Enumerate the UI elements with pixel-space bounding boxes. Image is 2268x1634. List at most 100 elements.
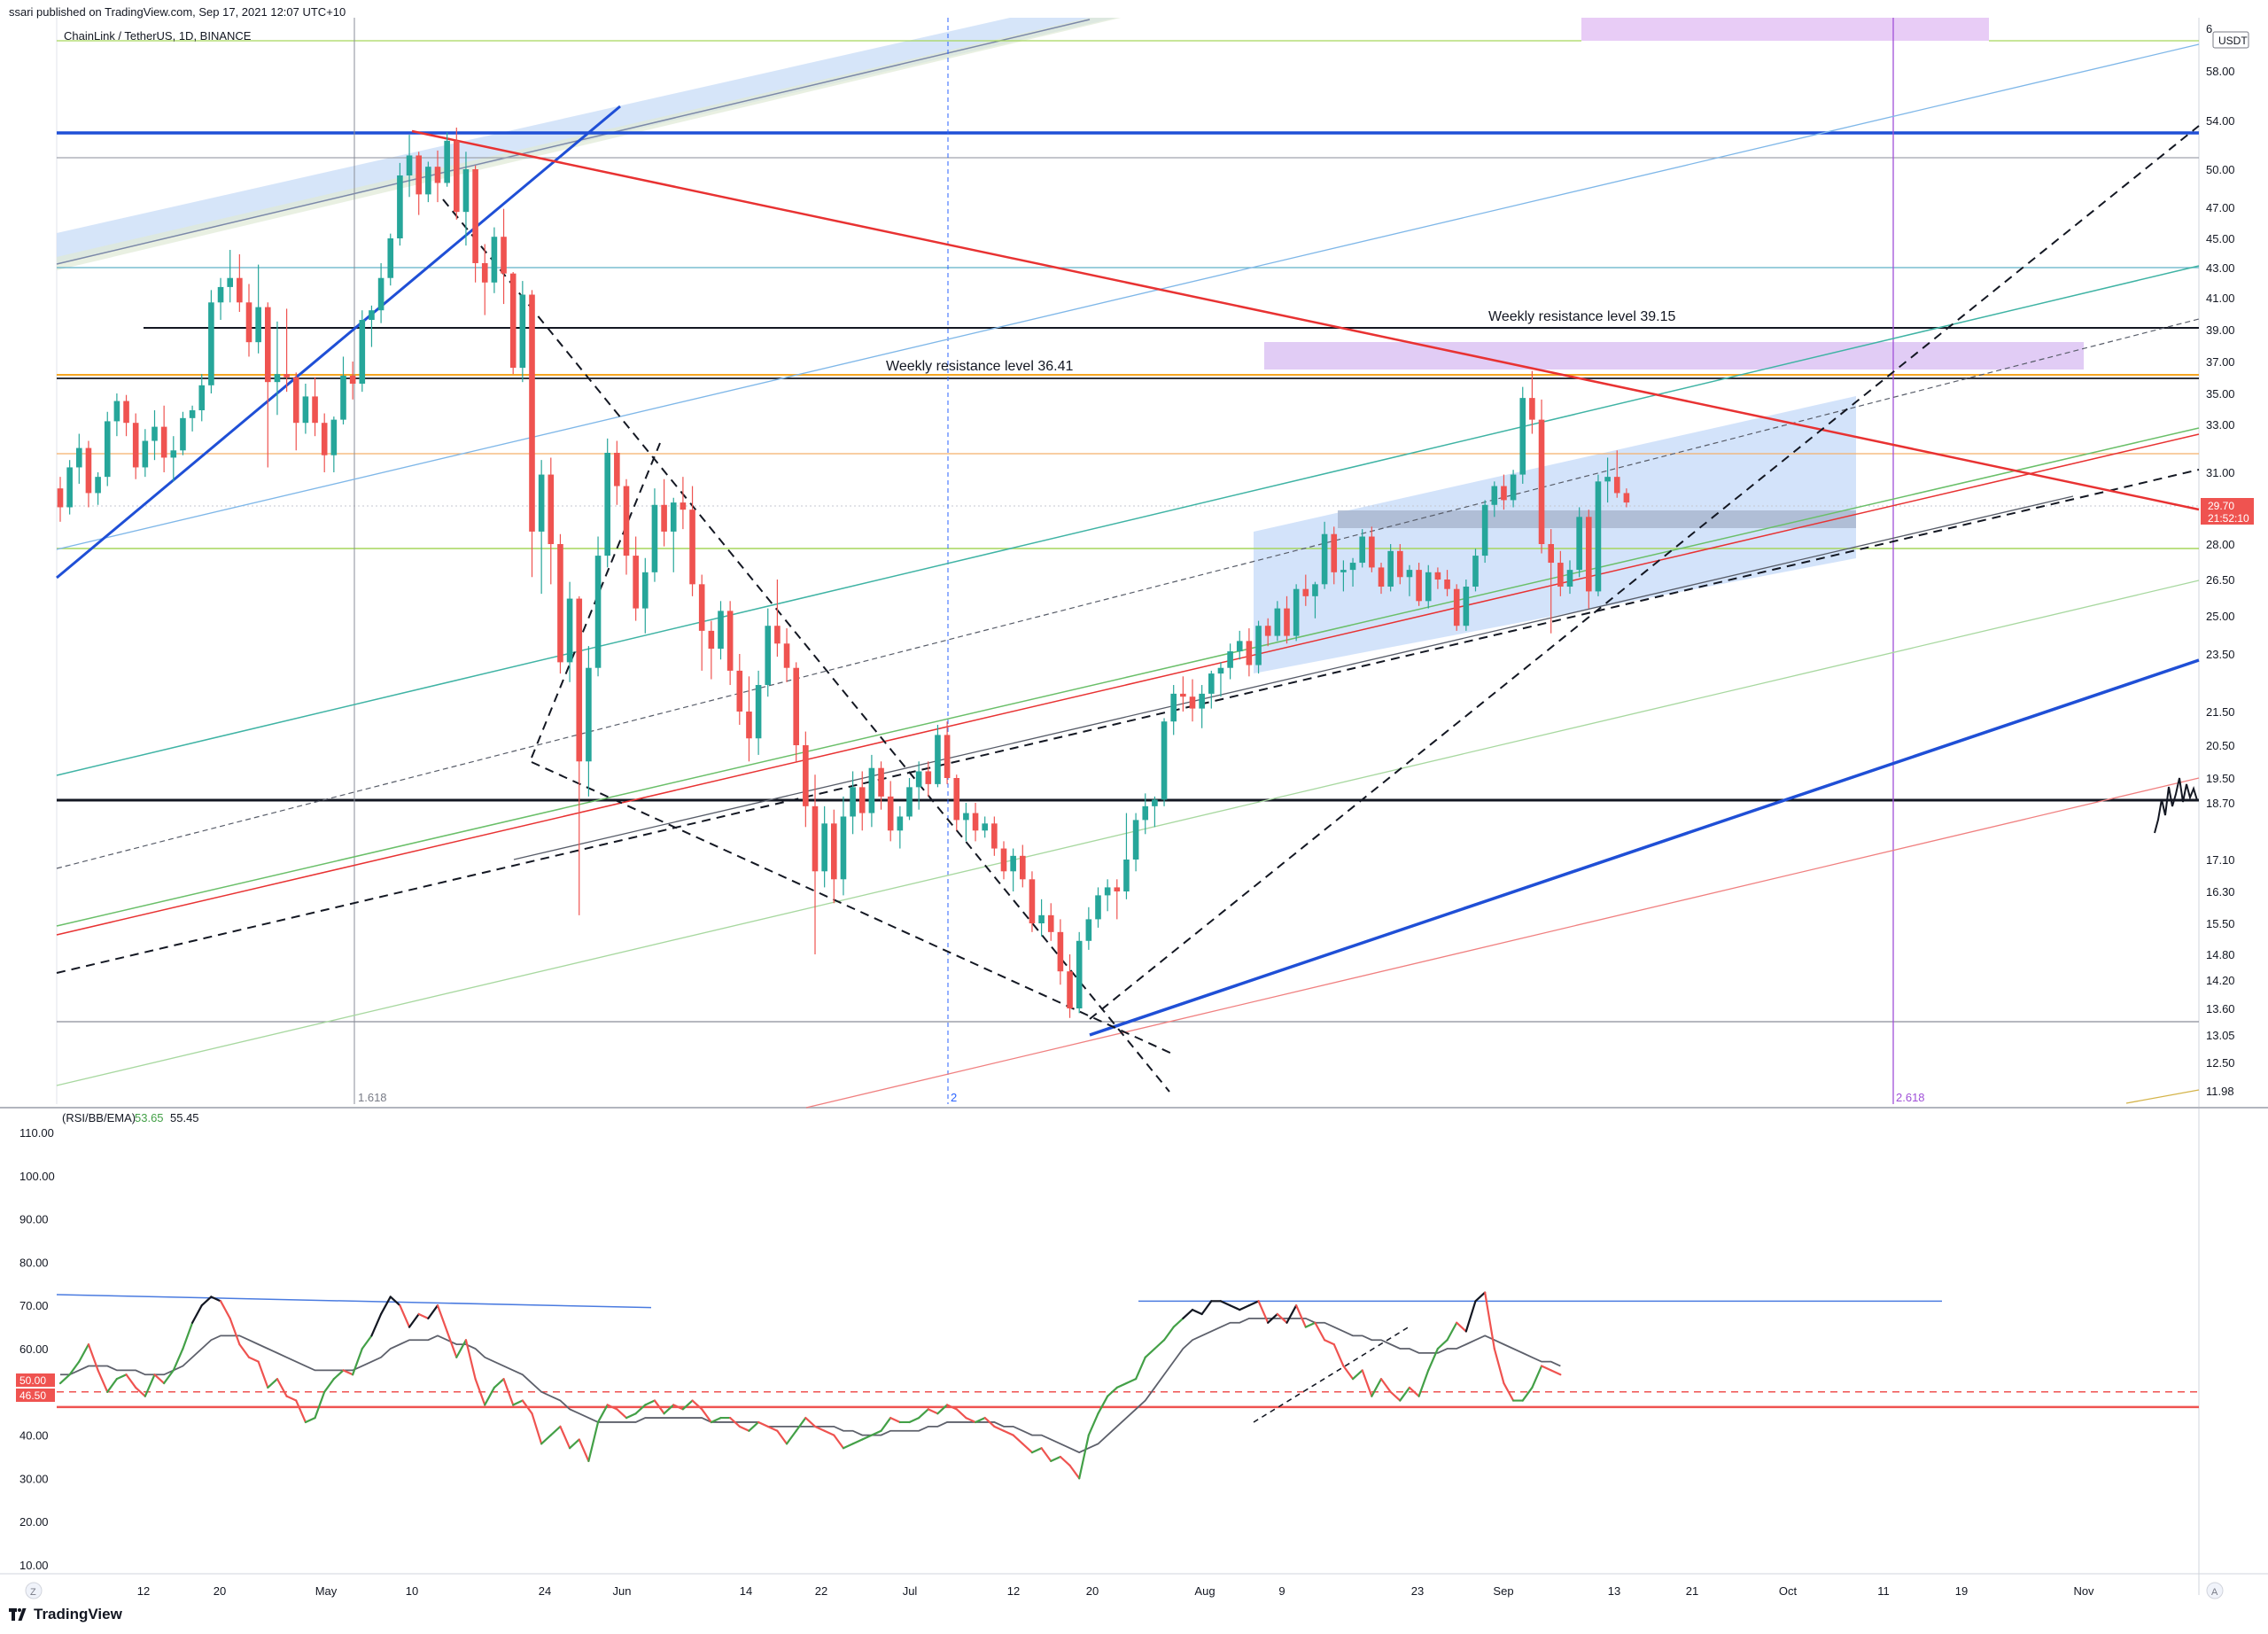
rsi-segment <box>474 1378 486 1406</box>
candle-body <box>227 277 233 287</box>
price-axis-tick: 41.00 <box>2206 292 2235 305</box>
light-red-rising-line <box>805 777 2200 1109</box>
candle-body <box>840 816 847 880</box>
candle-body <box>868 767 875 813</box>
rsi-segment <box>1379 1378 1392 1393</box>
candle-body <box>972 813 979 831</box>
candle-body <box>538 474 545 532</box>
price-axis[interactable]: 58.00 54.00 50.00 47.00 45.00 43.00 41.00 39.00… <box>2206 65 2235 1098</box>
price-axis-tick: 13.05 <box>2206 1029 2235 1042</box>
rsi-segment <box>210 1296 222 1303</box>
candlestick-series <box>57 127 1630 1018</box>
candle-body <box>850 787 856 817</box>
price-axis-tick: 50.00 <box>2206 163 2235 176</box>
candle-body <box>1208 673 1215 694</box>
rsi-segment <box>1332 1343 1345 1367</box>
candle-body <box>1161 721 1168 800</box>
candle-body <box>1519 398 1526 475</box>
candle-body <box>736 670 743 712</box>
rsi-axis-tick: 80.00 <box>19 1256 49 1269</box>
candle-body <box>803 745 809 806</box>
rsi-segment <box>616 1408 628 1420</box>
tradingview-logo[interactable]: TradingView <box>9 1606 122 1623</box>
rsi-segment <box>484 1386 496 1406</box>
candle-body <box>1359 536 1365 564</box>
rsi-segment <box>163 1369 175 1385</box>
rsi-segment <box>1371 1378 1383 1397</box>
candle-body <box>1472 556 1479 587</box>
rsi-segment <box>1464 1300 1477 1333</box>
time-axis[interactable]: 12 20 May 10 24 Jun 14 22 Jul 12 20 Aug 9 23 Sep 13 21 Oc… <box>0 1573 2268 1599</box>
main-price-panel[interactable]: Weekly resistance level 36.41 Weekly res… <box>0 18 2268 1595</box>
time-axis-left-glyph: Z <box>30 1587 36 1598</box>
candle-body <box>897 816 904 831</box>
candle-body <box>1293 588 1300 636</box>
time-axis-right-button[interactable]: A <box>2206 1582 2224 1599</box>
time-axis-tick: 23 <box>1411 1584 1424 1598</box>
drawing-overlay-layer <box>2154 777 2198 834</box>
candle-body <box>377 277 384 311</box>
candle-body <box>454 140 460 213</box>
price-axis-top-partial: 6 <box>2206 22 2212 35</box>
rsi-axis[interactable]: 110.00 100.00 90.00 80.00 70.00 60.00 40.00 30.… <box>19 1126 55 1572</box>
time-axis-left-button[interactable]: Z <box>25 1582 43 1599</box>
rsi-segment <box>352 1347 363 1376</box>
rsi-segment <box>1107 1386 1118 1397</box>
rsi-segment <box>540 1434 552 1445</box>
rsi-panel[interactable]: 110.00 100.00 90.00 80.00 70.00 60.00 40.00 30.… <box>16 1111 2199 1572</box>
candle-body <box>1340 570 1347 572</box>
rsi-segment <box>1257 1300 1270 1324</box>
candle-body <box>284 374 290 377</box>
rsi-segment <box>427 1304 439 1319</box>
rsi-segment <box>955 1408 967 1420</box>
rsi-segment <box>1229 1304 1241 1311</box>
candle-body <box>330 419 338 455</box>
rsi-segment <box>380 1296 392 1316</box>
candle-body <box>1302 588 1309 596</box>
candle-body <box>566 598 573 663</box>
candle-body <box>406 155 413 175</box>
rsi-segment <box>417 1312 430 1319</box>
rsi-segment <box>945 1404 958 1411</box>
candle-body <box>1566 570 1573 587</box>
rsi-segment <box>1295 1304 1307 1328</box>
rsi-axis-tick: 20.00 <box>19 1515 49 1529</box>
rsi-segment <box>200 1296 213 1307</box>
candle-body <box>1114 887 1121 891</box>
rsi-segment <box>1427 1347 1440 1372</box>
candle-body <box>1020 855 1026 880</box>
rsi-segment <box>370 1312 383 1337</box>
candle-body <box>576 598 583 762</box>
rsi-dashed-trend <box>1253 1326 1410 1423</box>
rsi-segment <box>58 1373 71 1385</box>
rsi-segment <box>1408 1386 1420 1397</box>
rsi-segment <box>1172 1317 1184 1328</box>
candle-body <box>472 169 478 263</box>
rsi-segment <box>804 1416 817 1428</box>
rsi-segment <box>1078 1434 1090 1480</box>
rsi-level-50-label: 50.00 <box>19 1374 46 1387</box>
candle-body <box>1312 584 1318 596</box>
candle-body <box>821 823 827 872</box>
price-axis-tick: 13.60 <box>2206 1002 2235 1015</box>
rsi-segment <box>757 1420 769 1428</box>
candle-body <box>614 452 620 486</box>
symbol-title[interactable]: ChainLink / TetherUS, 1D, BINANCE <box>64 29 252 43</box>
price-axis-tick: 54.00 <box>2206 114 2235 128</box>
rsi-axis-tick: 70.00 <box>19 1299 49 1312</box>
rsi-segment <box>993 1425 1006 1432</box>
upper-channel-line <box>56 19 1091 265</box>
rsi-segment <box>314 1390 326 1420</box>
rsi-segment <box>870 1429 882 1436</box>
candle-body <box>906 787 913 817</box>
rsi-segment <box>587 1420 600 1462</box>
candle-body <box>1038 914 1045 923</box>
currency-badge[interactable]: USDT <box>2212 31 2249 49</box>
candle-body <box>208 302 214 385</box>
rsi-segment <box>701 1408 712 1424</box>
rsi-segment <box>1418 1369 1430 1397</box>
candle-body <box>349 375 356 384</box>
candle-body <box>274 374 281 383</box>
light-blue-rising-line <box>56 43 2200 550</box>
